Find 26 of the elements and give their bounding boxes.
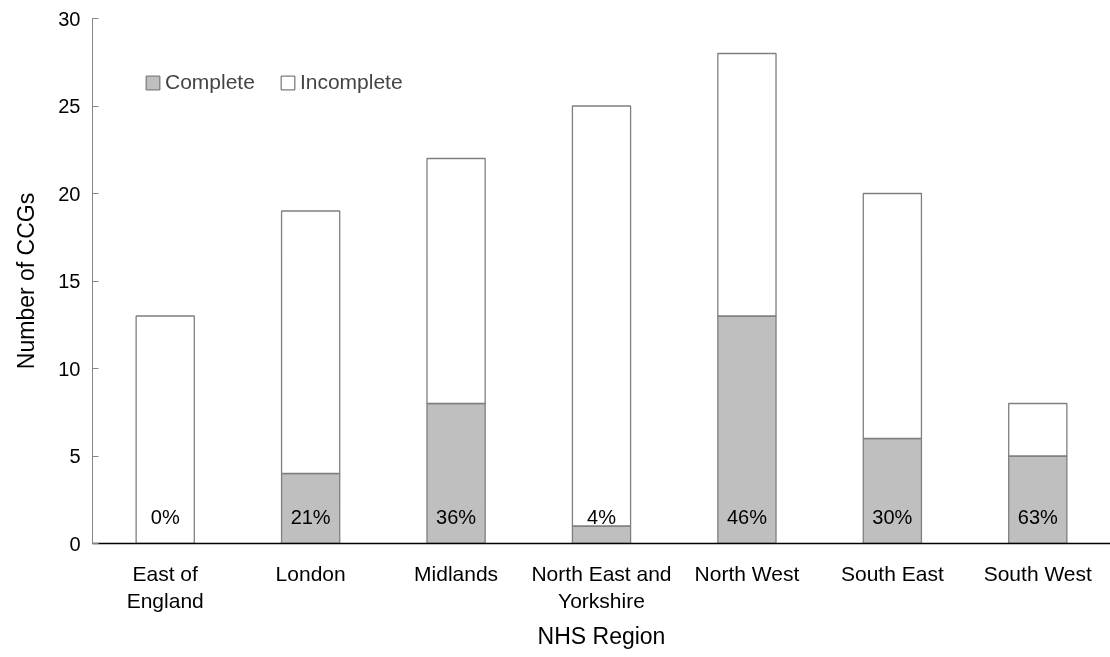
- y-axis-title: Number of CCGs: [13, 192, 40, 370]
- annotation: 63%: [1017, 505, 1059, 528]
- y-tick-label: 20: [58, 182, 81, 205]
- legend-label: Incomplete: [299, 70, 403, 94]
- y-tick-label: 0: [69, 532, 81, 555]
- annotation: 36%: [436, 505, 477, 528]
- x-tick-label: South West: [983, 561, 1093, 585]
- x-axis-title: NHS Region: [537, 623, 666, 650]
- x-tick-label: London: [275, 561, 346, 585]
- y-tick-label: 5: [69, 445, 81, 467]
- annotation: 46%: [726, 505, 768, 528]
- x-tick-label: North West: [694, 561, 800, 585]
- legend-label: Complete: [165, 70, 255, 94]
- x-tick-label: East of England: [126, 561, 204, 613]
- bar: [135, 315, 195, 544]
- x-tick-label: South East: [840, 561, 944, 585]
- y-tick-label: 15: [58, 270, 81, 292]
- x-tick-label: North East and Yorkshire: [531, 561, 672, 613]
- annotation: 0%: [150, 505, 180, 528]
- y-tick-label: 25: [58, 95, 81, 117]
- y-tick-label: 30: [58, 7, 81, 30]
- annotation: 21%: [290, 505, 331, 528]
- x-tick-label: Midlands: [414, 561, 499, 585]
- y-tick-label: 10: [58, 357, 81, 380]
- annotation: 30%: [872, 505, 913, 528]
- annotation: 4%: [587, 505, 617, 528]
